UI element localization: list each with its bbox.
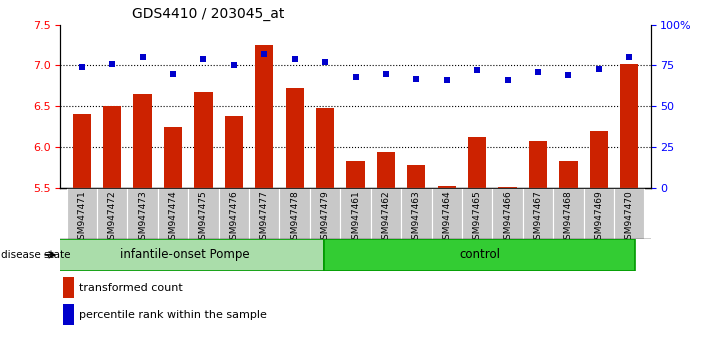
Text: control: control — [459, 249, 501, 261]
Bar — [63, 304, 74, 325]
Bar — [407, 165, 425, 354]
Bar — [279, 188, 310, 239]
Bar — [310, 188, 341, 239]
Point — [259, 51, 270, 57]
Bar — [63, 277, 74, 298]
Bar — [127, 188, 158, 239]
Bar — [438, 186, 456, 354]
Text: GSM947475: GSM947475 — [199, 190, 208, 245]
Bar — [67, 188, 97, 239]
Text: GSM947462: GSM947462 — [381, 190, 390, 245]
Bar — [377, 152, 395, 354]
Bar — [158, 188, 188, 239]
Bar — [103, 106, 122, 354]
Text: infantile-onset Pompe: infantile-onset Pompe — [120, 249, 250, 261]
Text: GSM947467: GSM947467 — [533, 190, 542, 245]
Bar — [620, 64, 638, 354]
Text: GSM947463: GSM947463 — [412, 190, 421, 245]
Text: GSM947476: GSM947476 — [230, 190, 238, 245]
Text: GSM947470: GSM947470 — [625, 190, 634, 245]
Bar — [493, 188, 523, 239]
Bar — [341, 188, 370, 239]
Point — [350, 74, 361, 80]
Bar — [346, 161, 365, 354]
Bar — [188, 188, 218, 239]
Bar — [614, 188, 644, 239]
Bar — [225, 116, 243, 354]
Point — [562, 73, 574, 78]
Text: GSM947472: GSM947472 — [107, 190, 117, 245]
Text: GSM947465: GSM947465 — [473, 190, 481, 245]
Bar — [255, 45, 273, 354]
Text: GSM947464: GSM947464 — [442, 190, 451, 245]
Point — [137, 55, 149, 60]
Point — [228, 63, 240, 68]
Text: GSM947469: GSM947469 — [594, 190, 604, 245]
Bar — [584, 188, 614, 239]
Bar — [462, 188, 493, 239]
Text: GSM947474: GSM947474 — [169, 190, 178, 245]
Bar — [97, 188, 127, 239]
Point — [107, 61, 118, 67]
Bar — [560, 161, 577, 354]
Text: GSM947478: GSM947478 — [290, 190, 299, 245]
Bar — [134, 94, 151, 354]
Point — [593, 66, 604, 72]
Text: GDS4410 / 203045_at: GDS4410 / 203045_at — [132, 7, 284, 21]
Point — [502, 77, 513, 83]
Bar — [164, 126, 182, 354]
Text: GSM947466: GSM947466 — [503, 190, 512, 245]
Bar — [316, 108, 334, 354]
Text: GSM947477: GSM947477 — [260, 190, 269, 245]
Point — [624, 55, 635, 60]
Bar — [432, 188, 462, 239]
Point — [441, 77, 452, 83]
Point — [198, 56, 209, 62]
Bar — [218, 188, 249, 239]
Bar — [589, 131, 608, 354]
Bar — [324, 239, 635, 271]
Text: GSM947479: GSM947479 — [321, 190, 330, 245]
Text: GSM947468: GSM947468 — [564, 190, 573, 245]
Text: GSM947461: GSM947461 — [351, 190, 360, 245]
Point — [167, 71, 178, 76]
Bar — [468, 137, 486, 354]
Bar — [45, 239, 324, 271]
Bar — [73, 114, 91, 354]
Bar — [194, 92, 213, 354]
Text: GSM947473: GSM947473 — [138, 190, 147, 245]
Text: transformed count: transformed count — [80, 282, 183, 293]
Text: disease state: disease state — [1, 250, 70, 260]
Bar — [498, 187, 517, 354]
Point — [289, 56, 300, 62]
Bar — [249, 188, 279, 239]
Point — [533, 69, 544, 75]
Bar — [523, 188, 553, 239]
Point — [319, 59, 331, 65]
Text: GSM947471: GSM947471 — [77, 190, 86, 245]
Bar — [529, 141, 547, 354]
Point — [76, 64, 87, 70]
Bar — [286, 88, 304, 354]
Bar — [553, 188, 584, 239]
Bar — [401, 188, 432, 239]
Point — [471, 68, 483, 73]
Text: percentile rank within the sample: percentile rank within the sample — [80, 310, 267, 320]
Point — [380, 71, 392, 76]
Point — [411, 76, 422, 81]
Bar — [370, 188, 401, 239]
